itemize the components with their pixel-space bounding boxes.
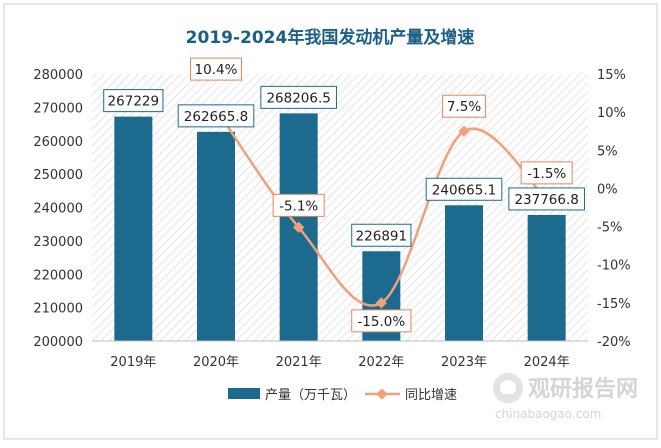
watermark: 观研报告网 chinabaogao.com (493, 373, 638, 421)
growth-value-label: -1.5% (527, 166, 566, 182)
growth-value-label-box (351, 309, 412, 333)
bar-value-label-box (508, 187, 585, 211)
bar-value-label: 262665.8 (184, 109, 248, 125)
growth-value-label-box (520, 161, 573, 185)
bar-value-label-box (103, 89, 164, 113)
y-left-tick-label: 230000 (33, 235, 83, 250)
y-left-tick-label: 270000 (33, 101, 83, 116)
y-right-tick-label: 5% (597, 144, 618, 159)
x-tick-label: 2021年 (276, 355, 322, 370)
bar-value-label: 268206.5 (266, 90, 330, 106)
bar-value-label: 226891 (356, 228, 408, 244)
y-axis-left: 280000 270000 260000 250000 240000 230000 2200… (33, 68, 83, 350)
growth-value-label: 7.5% (447, 99, 481, 115)
x-tick-label: 2022年 (358, 355, 404, 370)
growth-value-label-box (272, 193, 325, 217)
line-point (458, 125, 470, 137)
y-left-tick-label: 240000 (33, 202, 83, 217)
y-axis-right: 15% 10% 5% 0% -5% -10% -15% -20% (597, 68, 631, 350)
growth-value-label: -15.0% (357, 314, 405, 330)
y-right-tick-label: -10% (597, 259, 631, 274)
growth-value-label: -5.1% (279, 198, 318, 214)
bar-value-label-box (351, 223, 412, 247)
watermark-logo (493, 373, 523, 403)
x-tick-label: 2024年 (524, 355, 570, 370)
plot-area (92, 74, 588, 341)
bar (114, 116, 153, 341)
bar-value-label: 237766.8 (514, 192, 578, 208)
line-point (375, 297, 387, 309)
growth-value-label-box (442, 94, 486, 118)
y-right-tick-label: 10% (597, 106, 626, 121)
watermark-text: 观研报告网 (528, 377, 638, 402)
y-left-tick-label: 220000 (33, 268, 83, 283)
y-right-tick-label: -15% (597, 297, 631, 312)
growth-value-label-box (190, 57, 242, 81)
bar (197, 131, 235, 341)
growth-value-label: 10.4% (195, 62, 238, 78)
y-left-tick-label: 260000 (33, 135, 83, 150)
line-point (293, 221, 305, 233)
y-right-tick-label: 0% (597, 182, 618, 197)
y-left-tick-label: 280000 (33, 68, 83, 83)
legend-bar-swatch (228, 388, 260, 399)
x-tick-label: 2023年 (441, 355, 487, 370)
y-left-tick-label: 200000 (33, 335, 83, 350)
bar (527, 214, 566, 341)
y-right-tick-label: -5% (597, 221, 622, 236)
bar-value-label: 267229 (108, 94, 160, 110)
y-left-tick-label: 250000 (33, 168, 83, 183)
bar (445, 205, 483, 341)
bar-value-label-box (260, 85, 337, 109)
bar-value-label: 240665.1 (432, 182, 496, 198)
bar-value-label-box (425, 177, 503, 201)
legend-line-marker (376, 388, 388, 400)
y-left-tick-label: 210000 (33, 302, 83, 317)
data-labels: 267229 262665.8 268206.5 226891 240665.1 2377… (103, 57, 585, 333)
y-right-tick-label: 15% (597, 68, 626, 83)
y-right-tick-label: -20% (597, 335, 631, 350)
legend-line-label: 同比增速 (405, 388, 457, 403)
watermark-url: chinabaogao.com (495, 407, 601, 421)
x-axis-labels: 2019年 2020年 2021年 2022年 2023年 2024年 (110, 355, 569, 370)
x-tick-label: 2019年 (110, 355, 156, 370)
legend: 产量（万千瓦） 同比增速 (228, 388, 457, 403)
chart-title: 2019-2024年我国发动机产量及增速 (186, 27, 475, 48)
x-tick-label: 2020年 (193, 355, 239, 370)
bar-value-label-box (177, 104, 255, 128)
legend-bar-label: 产量（万千瓦） (265, 388, 356, 403)
